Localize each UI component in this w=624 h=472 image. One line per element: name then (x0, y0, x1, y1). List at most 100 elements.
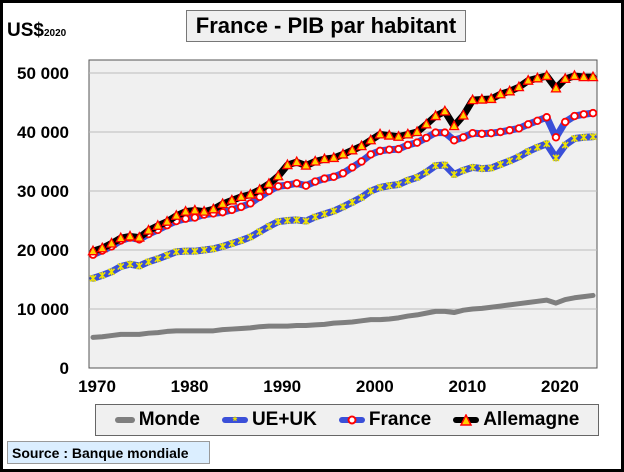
data-point-ue-uk (413, 173, 421, 181)
data-point-ue-uk (163, 251, 171, 259)
data-point-allemagne (578, 70, 590, 82)
data-point-ue-uk (367, 187, 375, 195)
data-point-ue-uk (311, 213, 319, 221)
data-point-ue-uk (191, 247, 199, 255)
data-point-ue-uk (422, 168, 430, 176)
y-tick-label: 10 000 (17, 300, 69, 319)
data-point-allemagne (272, 169, 284, 181)
data-point-allemagne (504, 84, 516, 96)
x-tick-label: 1980 (171, 377, 209, 396)
data-point-france (301, 181, 311, 190)
data-point-france (348, 163, 357, 172)
data-point-allemagne (559, 72, 571, 84)
data-point-ue-uk (561, 141, 569, 149)
data-point-ue-uk (339, 203, 347, 211)
data-point-allemagne (142, 224, 155, 235)
data-point-ue-uk (265, 222, 273, 230)
series-monde (90, 292, 596, 340)
data-point-allemagne (355, 139, 368, 151)
data-point-ue-uk (237, 237, 245, 245)
data-point-france (338, 169, 348, 178)
data-point-ue-uk (459, 166, 467, 174)
data-point-france (385, 145, 394, 154)
data-point-allemagne (291, 155, 303, 167)
y-tick-label: 40 000 (17, 123, 69, 142)
data-point-allemagne (439, 104, 451, 116)
data-point-ue-uk (478, 165, 486, 173)
legend-item-ue-uk: * UE+UK (221, 409, 317, 431)
data-point-ue-uk (506, 157, 514, 165)
data-point-ue-uk (200, 246, 208, 254)
data-point-ue-uk (283, 216, 291, 225)
data-point-ue-uk (302, 217, 310, 225)
data-point-allemagne (281, 158, 294, 170)
data-point-ue-uk (330, 207, 338, 215)
chart-title: France - PIB par habitant (186, 10, 466, 42)
data-point-allemagne (115, 231, 127, 243)
series-ue-uk (89, 133, 597, 282)
legend-item-monde: Monde (114, 409, 200, 431)
data-point-france (366, 150, 375, 159)
data-point-ue-uk (404, 176, 412, 184)
data-point-allemagne (263, 177, 275, 189)
data-point-allemagne (300, 159, 312, 170)
y-tick-label: 50 000 (17, 64, 69, 83)
data-point-france (218, 208, 227, 217)
data-point-france (533, 116, 542, 125)
data-point-allemagne (170, 209, 182, 220)
x-tick-label: 2010 (448, 377, 486, 396)
legend-item-france: France (338, 409, 432, 431)
data-point-ue-uk (154, 255, 162, 263)
data-point-ue-uk (441, 161, 449, 169)
data-point-france (514, 124, 524, 133)
data-point-france (459, 133, 468, 142)
legend-label: France (368, 409, 432, 430)
data-point-france (403, 140, 413, 150)
legend-item-allemagne: Allemagne (453, 409, 579, 431)
data-point-ue-uk (570, 134, 579, 143)
data-point-allemagne (318, 152, 331, 164)
data-point-france (468, 128, 477, 138)
data-point-allemagne (346, 143, 358, 155)
data-point-allemagne (402, 127, 414, 139)
data-point-ue-uk (469, 163, 477, 171)
data-point-allemagne (226, 194, 238, 205)
y-tick-label: 20 000 (17, 241, 69, 260)
data-point-ue-uk (524, 147, 532, 156)
data-point-allemagne (485, 92, 497, 104)
data-point-france (190, 213, 200, 222)
data-point-france (273, 182, 283, 191)
data-point-ue-uk (172, 248, 180, 256)
data-point-ue-uk (293, 216, 301, 224)
data-point-france (412, 138, 422, 147)
data-point-france (227, 205, 237, 215)
data-point-ue-uk (209, 245, 217, 253)
data-point-allemagne (448, 119, 460, 131)
svg-text:*: * (233, 414, 238, 426)
x-tick-label: 2000 (356, 377, 394, 396)
data-point-france (449, 136, 459, 145)
data-point-allemagne (430, 109, 442, 121)
data-point-france (311, 177, 320, 186)
data-point-allemagne (568, 69, 581, 81)
data-point-allemagne (161, 215, 173, 226)
data-point-ue-uk (385, 182, 393, 190)
data-point-allemagne (541, 69, 553, 81)
data-point-ue-uk (107, 268, 116, 276)
legend-label: Allemagne (483, 409, 580, 430)
data-point-france (375, 146, 385, 156)
data-point-ue-uk (543, 140, 551, 148)
data-point-allemagne (152, 219, 164, 230)
data-point-ue-uk (135, 262, 143, 270)
data-point-ue-uk (533, 143, 541, 151)
series-line-monde (90, 292, 596, 340)
series-allemagne (87, 69, 599, 256)
data-point-ue-uk (256, 228, 264, 236)
data-point-ue-uk (274, 218, 282, 226)
data-point-ue-uk (515, 153, 523, 161)
data-point-allemagne (457, 109, 469, 120)
data-point-allemagne (96, 241, 108, 253)
data-point-ue-uk (228, 239, 236, 248)
data-point-france (523, 120, 533, 129)
